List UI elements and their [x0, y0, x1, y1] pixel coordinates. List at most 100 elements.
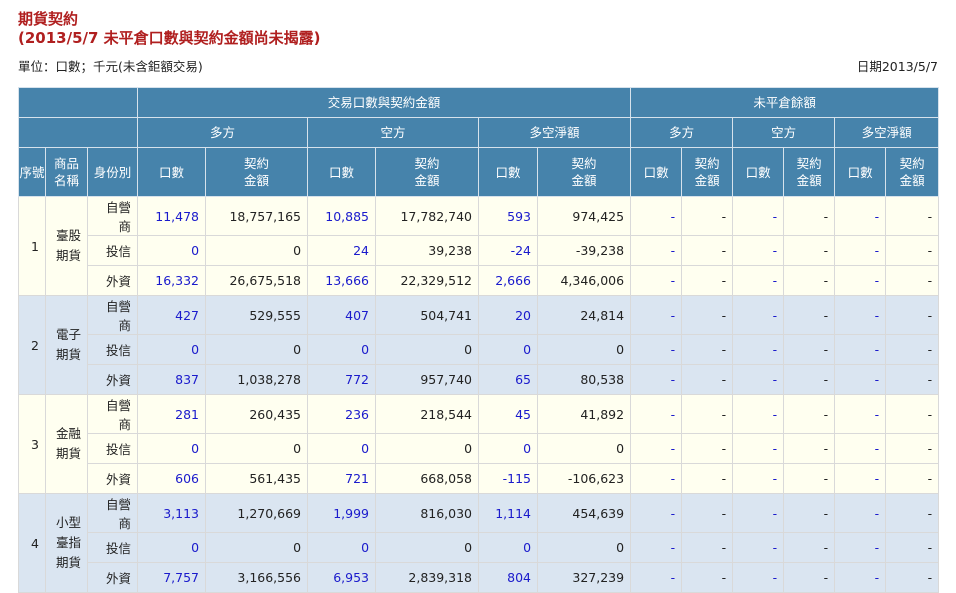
- oi-value: -: [783, 265, 836, 296]
- header-corner-2: [17, 117, 139, 148]
- net-lots-link[interactable]: -115: [478, 463, 539, 494]
- short-lots-link[interactable]: 13,666: [307, 265, 377, 296]
- net-lots-link[interactable]: 0: [478, 334, 539, 365]
- long-lots-link[interactable]: 606: [137, 463, 207, 494]
- oi-value: -: [681, 295, 734, 335]
- short-lots-link[interactable]: 6,953: [307, 562, 377, 593]
- table-row: 投信 0 0 24 39,238 -24 -39,238- - - - - -: [19, 235, 940, 266]
- oi-value: -: [885, 196, 940, 236]
- oi-value: -: [834, 265, 887, 296]
- product-name: 臺股 期貨: [45, 196, 88, 296]
- header-net-lots: 口數: [478, 147, 539, 197]
- net-lots-link[interactable]: 0: [478, 433, 539, 464]
- header-identity: 身份別: [86, 147, 139, 197]
- oi-value: -: [885, 493, 940, 533]
- long-lots-link[interactable]: 0: [137, 532, 207, 563]
- long-lots-link[interactable]: 281: [137, 394, 207, 434]
- product-name: 金融 期貨: [45, 394, 88, 494]
- short-lots-link[interactable]: 721: [307, 463, 377, 494]
- table-row: 外資 16,332 26,675,518 13,666 22,329,512 2,666 4…: [19, 265, 940, 296]
- oi-value: -: [783, 295, 836, 335]
- short-lots-link[interactable]: 24: [307, 235, 377, 266]
- identity-label: 自營商: [86, 196, 139, 236]
- long-amount: 0: [205, 235, 309, 266]
- short-lots-link[interactable]: 407: [307, 295, 377, 335]
- short-amount: 504,741: [375, 295, 480, 335]
- long-amount: 529,555: [205, 295, 309, 335]
- oi-value: -: [783, 394, 836, 434]
- oi-value: -: [834, 562, 887, 593]
- oi-value: -: [783, 562, 836, 593]
- short-amount: 17,782,740: [375, 196, 480, 236]
- oi-value: -: [630, 265, 683, 296]
- identity-label: 自營商: [86, 295, 139, 335]
- unit-note: 單位：口數；千元(未含鉅額交易): [18, 59, 203, 74]
- net-lots-link[interactable]: 0: [478, 532, 539, 563]
- table-row: 投信 0 0 0 0 0 0- - - - - -: [19, 334, 940, 365]
- net-lots-link[interactable]: 20: [478, 295, 539, 335]
- oi-value: -: [732, 364, 785, 395]
- net-lots-link[interactable]: 804: [478, 562, 539, 593]
- oi-value: -: [732, 562, 785, 593]
- oi-value: -: [681, 265, 734, 296]
- oi-value: -: [885, 334, 940, 365]
- net-amount: 4,346,006: [537, 265, 632, 296]
- oi-value: -: [834, 295, 887, 335]
- long-lots-link[interactable]: 427: [137, 295, 207, 335]
- short-lots-link[interactable]: 10,885: [307, 196, 377, 236]
- oi-value: -: [885, 265, 940, 296]
- identity-label: 自營商: [86, 394, 139, 434]
- header-net-amount: 契約 金額: [537, 147, 632, 197]
- net-lots-link[interactable]: 1,114: [478, 493, 539, 533]
- oi-value: -: [630, 334, 683, 365]
- oi-value: -: [732, 433, 785, 464]
- product-name: 電子 期貨: [45, 295, 88, 395]
- header-net: 多空淨額: [478, 117, 632, 148]
- oi-value: -: [885, 562, 940, 593]
- short-lots-link[interactable]: 0: [307, 532, 377, 563]
- long-amount: 260,435: [205, 394, 309, 434]
- page-subtitle: (2013/5/7 未平倉口數與契約金額尚未揭露): [18, 29, 321, 47]
- table-row: 3 金融 期貨 自營商 281 260,435 236 218,544 45 41,892- - - -…: [18, 394, 940, 494]
- identity-label: 投信: [86, 433, 139, 464]
- short-lots-link[interactable]: 0: [307, 433, 377, 464]
- net-lots-link[interactable]: 2,666: [478, 265, 539, 296]
- net-lots-link[interactable]: 45: [478, 394, 539, 434]
- header-short-lots: 口數: [307, 147, 377, 197]
- table-row: 投信 0 0 0 0 0 0- - - - - -: [19, 433, 940, 464]
- long-lots-link[interactable]: 16,332: [137, 265, 207, 296]
- short-lots-link[interactable]: 236: [307, 394, 377, 434]
- net-amount: 454,639: [537, 493, 632, 533]
- oi-value: -: [630, 562, 683, 593]
- long-lots-link[interactable]: 3,113: [137, 493, 207, 533]
- short-lots-link[interactable]: 0: [307, 334, 377, 365]
- long-lots-link[interactable]: 0: [137, 235, 207, 266]
- short-lots-link[interactable]: 772: [307, 364, 377, 395]
- short-amount: 816,030: [375, 493, 480, 533]
- oi-value: -: [732, 463, 785, 494]
- long-lots-link[interactable]: 0: [137, 334, 207, 365]
- net-amount: 0: [537, 334, 632, 365]
- oi-value: -: [681, 532, 734, 563]
- oi-value: -: [630, 295, 683, 335]
- net-lots-link[interactable]: -24: [478, 235, 539, 266]
- long-lots-link[interactable]: 7,757: [137, 562, 207, 593]
- net-lots-link[interactable]: 65: [478, 364, 539, 395]
- short-lots-link[interactable]: 1,999: [307, 493, 377, 533]
- oi-value: -: [732, 265, 785, 296]
- long-amount: 1,270,669: [205, 493, 309, 533]
- header-oi-long-amount: 契約 金額: [681, 147, 734, 197]
- long-lots-link[interactable]: 11,478: [137, 196, 207, 236]
- oi-value: -: [834, 493, 887, 533]
- identity-label: 自營商: [86, 493, 139, 533]
- oi-value: -: [834, 433, 887, 464]
- net-lots-link[interactable]: 593: [478, 196, 539, 236]
- short-amount: 39,238: [375, 235, 480, 266]
- oi-value: -: [885, 295, 940, 335]
- oi-value: -: [783, 334, 836, 365]
- long-lots-link[interactable]: 837: [137, 364, 207, 395]
- long-amount: 0: [205, 532, 309, 563]
- short-amount: 2,839,318: [375, 562, 480, 593]
- long-lots-link[interactable]: 0: [137, 433, 207, 464]
- oi-value: -: [630, 463, 683, 494]
